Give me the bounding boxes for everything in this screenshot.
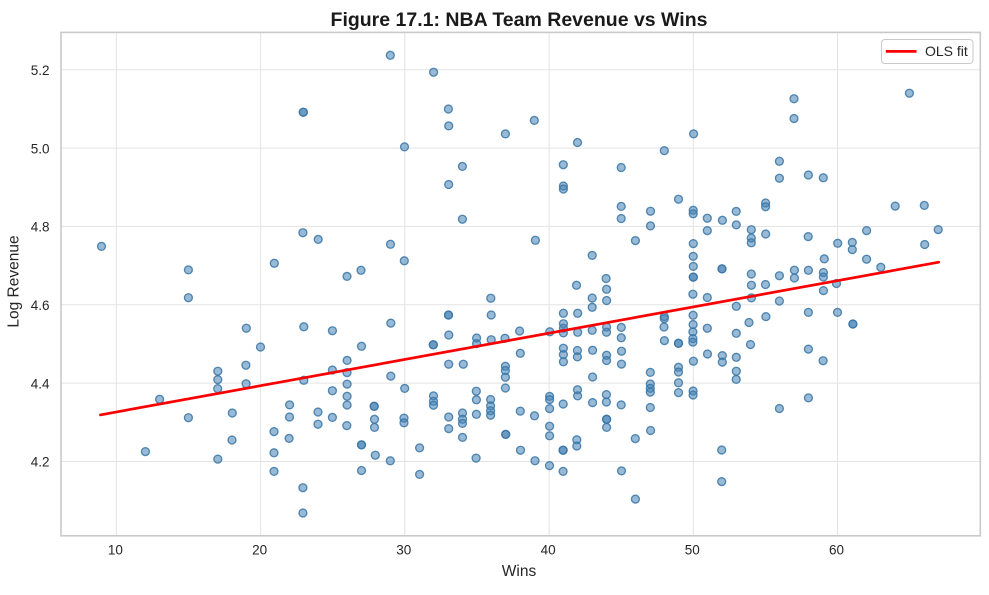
svg-text:10: 10 xyxy=(108,542,123,557)
svg-text:50: 50 xyxy=(685,542,700,557)
svg-text:4.4: 4.4 xyxy=(31,376,50,391)
svg-text:5.2: 5.2 xyxy=(31,63,50,78)
svg-text:OLS fit: OLS fit xyxy=(925,43,968,59)
svg-text:Figure 17.1: NBA Team Revenue: Figure 17.1: NBA Team Revenue vs Wins xyxy=(331,9,708,31)
svg-text:5.0: 5.0 xyxy=(31,141,50,156)
svg-text:4.8: 4.8 xyxy=(31,220,50,235)
svg-text:40: 40 xyxy=(541,542,556,557)
svg-text:Wins: Wins xyxy=(502,563,537,580)
svg-text:Log Revenue: Log Revenue xyxy=(6,235,23,327)
svg-text:60: 60 xyxy=(829,542,844,557)
svg-text:4.6: 4.6 xyxy=(31,298,50,313)
svg-text:20: 20 xyxy=(252,542,267,557)
svg-text:4.2: 4.2 xyxy=(31,455,50,470)
svg-text:30: 30 xyxy=(396,542,411,557)
